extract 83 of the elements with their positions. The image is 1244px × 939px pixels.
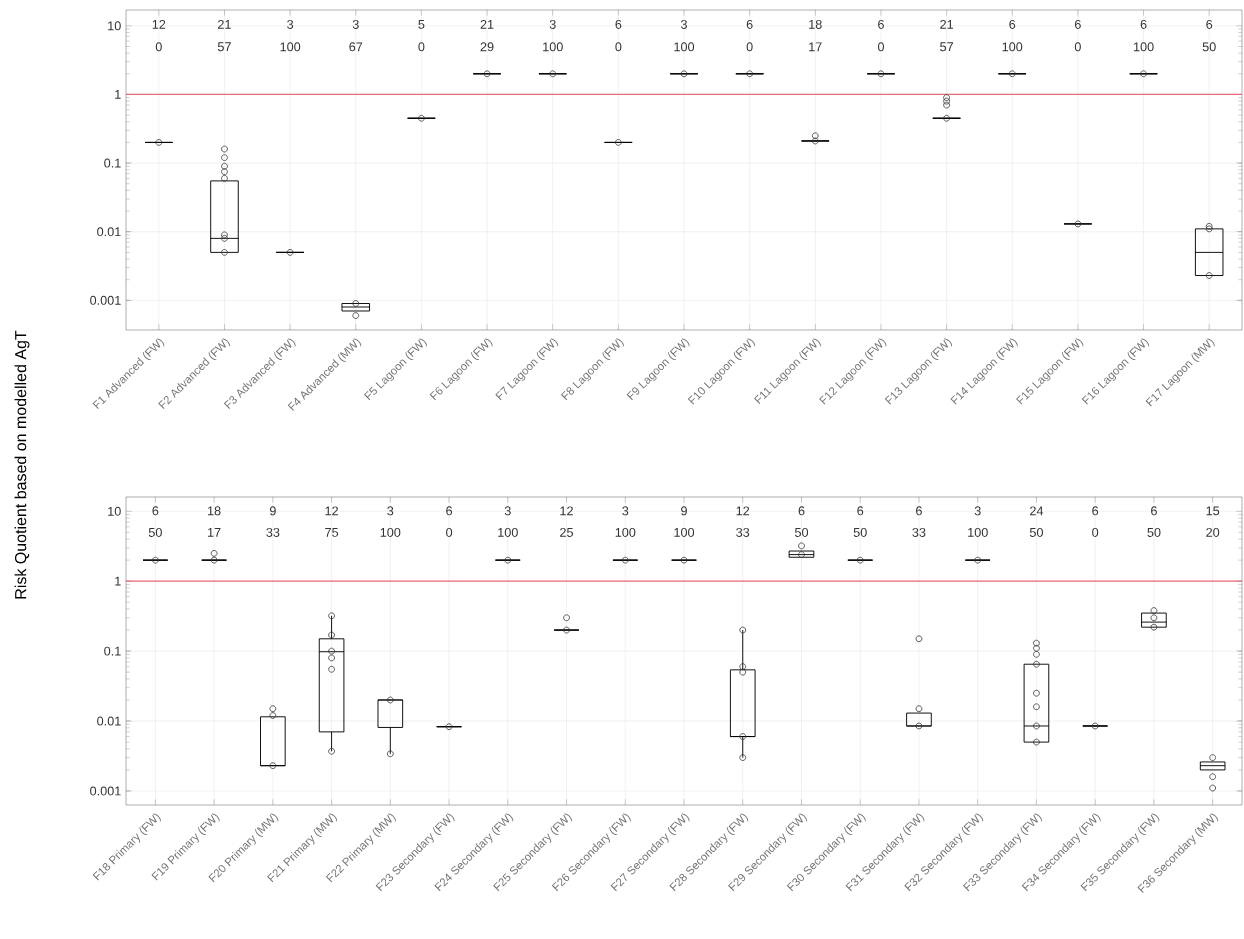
- annotation: 6: [878, 19, 884, 29]
- y-tick-label: 10: [108, 21, 121, 31]
- annotation: 57: [940, 42, 954, 52]
- y-tick-label: 1: [115, 90, 121, 99]
- annotation: 100: [674, 42, 695, 52]
- annotation: 67: [349, 42, 363, 52]
- annotation: 12: [325, 506, 338, 516]
- annotation: 50: [148, 527, 162, 537]
- annotation: 18: [207, 506, 221, 516]
- annotation: 100: [1133, 42, 1154, 52]
- annotation: 3: [387, 506, 394, 516]
- annotation: 29: [480, 42, 494, 52]
- annotation: 6: [1151, 506, 1157, 516]
- annotation: 6: [1206, 19, 1213, 29]
- annotation: 3: [287, 19, 294, 29]
- annotation: 21: [940, 19, 954, 29]
- annotation: 100: [280, 42, 301, 52]
- annotation: 100: [615, 527, 636, 537]
- annotation: 21: [480, 19, 494, 29]
- annotation: 15: [1206, 506, 1220, 516]
- annotation: 3: [504, 506, 511, 516]
- annotation: 6: [615, 19, 622, 29]
- annotation: 6: [1009, 19, 1016, 29]
- annotation: 0: [1092, 527, 1099, 537]
- y-tick-label: 0.1: [104, 158, 121, 168]
- annotation: 100: [543, 42, 563, 52]
- annotation: 3: [549, 19, 556, 29]
- annotation: 6: [1074, 19, 1081, 29]
- annotation: 17: [809, 42, 822, 52]
- annotation: 20: [1206, 527, 1220, 537]
- annotation: 3: [622, 506, 629, 516]
- annotation: 9: [269, 506, 276, 516]
- annotation: 0: [446, 527, 453, 537]
- annotation: 100: [968, 527, 988, 537]
- annotation: 0: [1074, 42, 1081, 52]
- y-tick-label: 0.01: [97, 227, 121, 237]
- annotation: 12: [736, 506, 750, 516]
- annotation: 100: [498, 527, 518, 537]
- y-axis-title: Risk Quotient based on modelled AgT: [14, 330, 30, 599]
- annotation: 50: [794, 527, 809, 537]
- annotation: 0: [877, 42, 885, 52]
- annotation: 9: [681, 506, 687, 516]
- annotation: 50: [1029, 527, 1043, 537]
- annotation: 0: [746, 42, 753, 52]
- y-tick-label: 0.01: [97, 716, 121, 726]
- annotation: 0: [615, 42, 622, 52]
- annotation: 12: [152, 19, 166, 29]
- annotation: 100: [674, 527, 695, 537]
- y-tick-label: 1: [115, 576, 121, 586]
- annotation: 6: [1092, 506, 1099, 516]
- y-tick-label: 0.001: [90, 295, 121, 305]
- annotation: 6: [152, 506, 159, 516]
- annotation: 12: [560, 506, 573, 516]
- annotation: 3: [352, 19, 359, 29]
- y-tick-label: 0.001: [90, 786, 121, 796]
- annotation: 6: [1140, 19, 1147, 29]
- annotation: 3: [680, 19, 687, 29]
- annotation: 17: [207, 528, 221, 537]
- y-tick-label: 10: [108, 506, 121, 516]
- y-tick-label: 0.1: [104, 646, 121, 656]
- annotation: 6: [746, 19, 753, 29]
- annotation: 50: [853, 527, 867, 537]
- annotation: 33: [266, 527, 280, 537]
- annotation: 0: [418, 42, 425, 52]
- annotation: 21: [218, 19, 231, 29]
- annotation: 100: [380, 527, 401, 537]
- annotation: 0: [155, 42, 162, 52]
- annotation: 6: [857, 506, 864, 516]
- annotation: 5: [418, 19, 425, 29]
- annotation: 75: [325, 528, 339, 537]
- annotation: 57: [217, 42, 231, 52]
- annotation: 24: [1030, 506, 1044, 516]
- annotation: 6: [916, 506, 922, 516]
- annotation: 6: [446, 506, 453, 516]
- annotation: 18: [809, 19, 822, 29]
- annotation: 33: [736, 527, 750, 537]
- annotation: 3: [974, 506, 981, 516]
- annotation: 50: [1147, 527, 1161, 537]
- annotation: 100: [1002, 42, 1023, 52]
- annotation: 25: [560, 527, 574, 537]
- annotation: 33: [912, 527, 926, 537]
- annotation: 50: [1202, 42, 1216, 52]
- annotation: 6: [798, 506, 805, 516]
